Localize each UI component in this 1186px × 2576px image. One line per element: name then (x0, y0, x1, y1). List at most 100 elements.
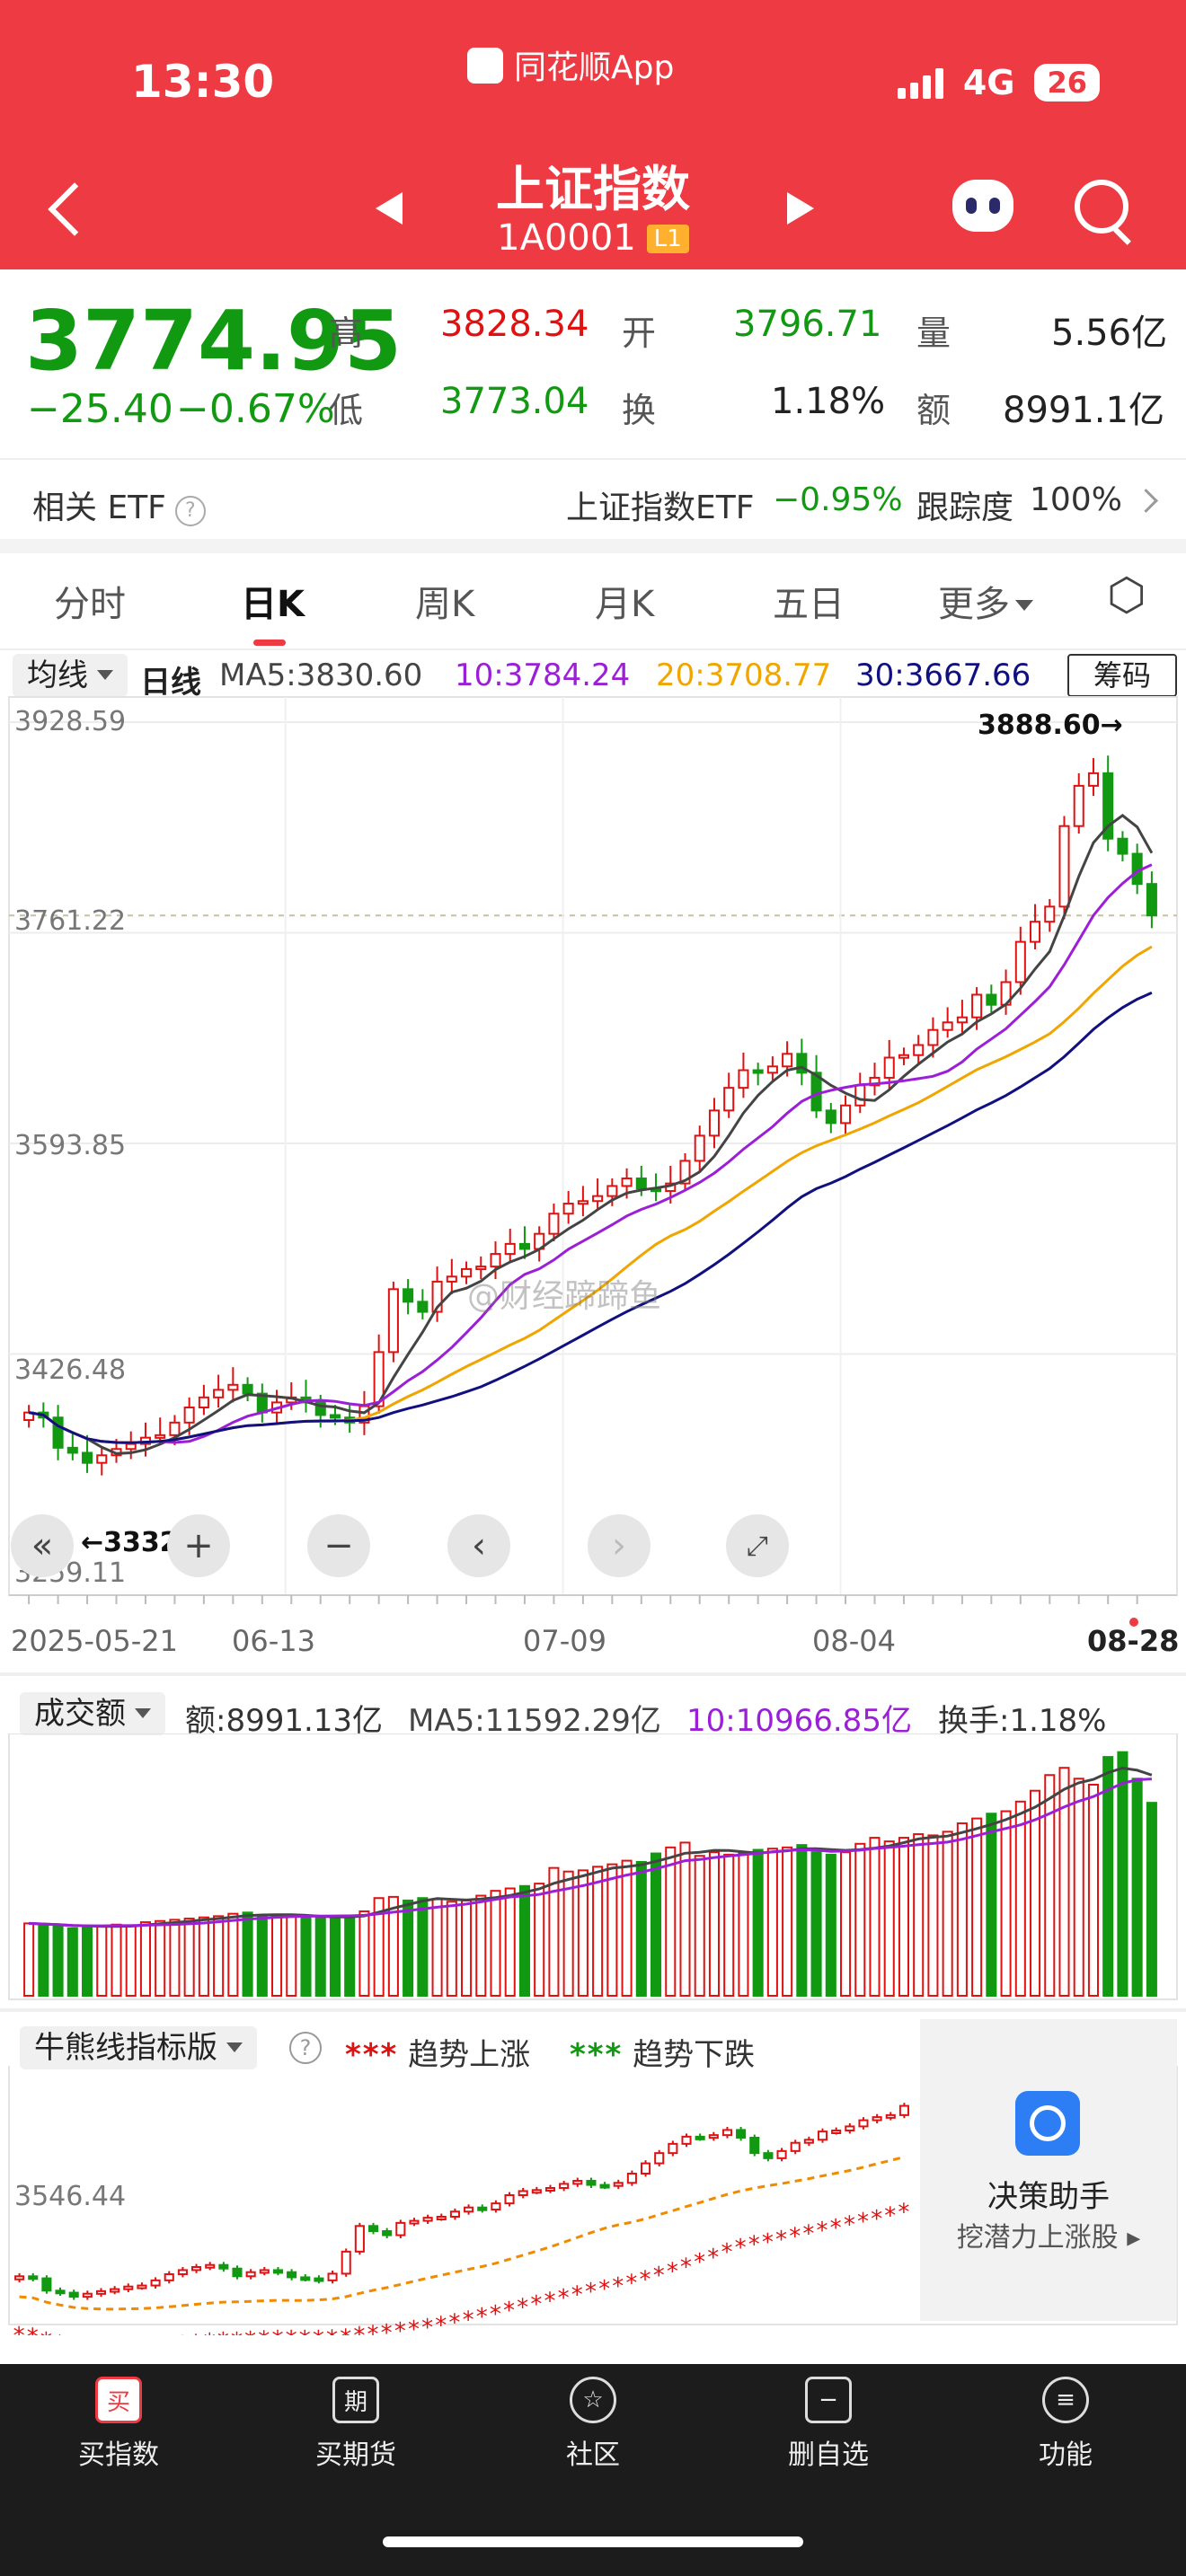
decision-assistant-card[interactable]: 决策助手 挖潜力上涨股 ▸ (920, 2019, 1177, 2321)
indicator-candle (695, 2135, 705, 2140)
volume-bar (592, 1866, 604, 1997)
kline-chart[interactable] (0, 692, 1186, 1635)
trend-up-marker: * (313, 2326, 324, 2335)
scroll-start-button[interactable]: « (11, 1514, 74, 1577)
help-icon[interactable]: ? (289, 2032, 322, 2064)
nav-buy-index[interactable]: 买 买指数 (38, 2377, 199, 2472)
indicator-candle (314, 2277, 324, 2282)
volume-bar (403, 1899, 414, 1998)
ma-selector[interactable]: 均线 (13, 654, 128, 697)
indicator-candle (395, 2221, 406, 2236)
candle-body (431, 1280, 443, 1313)
trend-up-marker: * (67, 2333, 79, 2335)
candle-body (403, 1288, 414, 1303)
trend-up-marker: * (517, 2295, 528, 2322)
zoom-in-button[interactable]: + (167, 1514, 230, 1577)
candle-body (679, 1160, 691, 1185)
tab-weekly-k[interactable]: 周K (415, 584, 475, 625)
candle-body (1014, 940, 1026, 984)
volume-selector[interactable]: 成交额 (20, 1692, 165, 1735)
candle-body (96, 1454, 108, 1464)
ma30-line (28, 991, 1153, 1444)
volume-bar (825, 1853, 836, 1997)
volume-bar (66, 1927, 78, 1997)
volume-bar (738, 1852, 749, 1997)
volume-bar (927, 1834, 939, 1998)
x-label-4: 08-04 (812, 1624, 896, 1658)
chip-distribution-button[interactable]: 筹码 (1067, 654, 1177, 697)
buy-icon: 买 (95, 2377, 142, 2423)
prev-index-icon[interactable] (376, 192, 403, 225)
status-app-label[interactable]: 同花顺App (467, 41, 674, 88)
trend-up-marker: * (353, 2323, 365, 2335)
trend-up-marker: * (217, 2328, 229, 2335)
indicator-chart[interactable]: * * * * * * * * * * * * * * * * * * * * * * * * * * * * * * * * * * * * * * * *… (0, 2066, 1186, 2335)
nav-functions[interactable]: ≡ 功能 (985, 2377, 1146, 2472)
indicator-candle (41, 2277, 52, 2292)
nav-buy-futures[interactable]: 期 买期货 (275, 2377, 437, 2472)
candle-body (708, 1109, 720, 1137)
tab-five-day[interactable]: 五日 (773, 584, 845, 625)
trend-up-marker: * (789, 2224, 801, 2251)
scroll-left-button[interactable]: ‹ (447, 1514, 510, 1577)
volume-chart[interactable] (0, 1734, 1186, 2003)
volume-bar (169, 1919, 181, 1997)
tab-monthly-k[interactable]: 月K (595, 584, 655, 625)
indicator-candle (681, 2135, 692, 2145)
indicator-selector[interactable]: 牛熊线指标版 (20, 2026, 257, 2069)
volume-bar (198, 1916, 209, 1997)
volume-bar (329, 1917, 341, 1997)
indicator-candle (790, 2141, 801, 2152)
high-value: 3828.34 (440, 304, 589, 345)
candle-body (387, 1288, 399, 1354)
trend-up-marker: * (530, 2291, 542, 2318)
fullscreen-button[interactable]: ⤢ (726, 1514, 789, 1577)
etf-change: −0.95% (773, 481, 903, 518)
open-value: 3796.71 (733, 304, 882, 345)
volume-bar (869, 1837, 881, 1998)
indicator-candle (218, 2263, 229, 2270)
nav-community[interactable]: ☆ 社区 (512, 2377, 674, 2472)
candle-body (155, 1434, 166, 1439)
trend-up-marker: * (326, 2326, 338, 2335)
etf-label: 相关 ETF? (32, 481, 206, 528)
scroll-right-button[interactable]: › (588, 1514, 651, 1577)
candle-body (577, 1200, 589, 1205)
settings-hexagon-icon[interactable]: ⬡ (1107, 569, 1146, 621)
volume-bar (387, 1895, 399, 1997)
indicator-candle (272, 2269, 283, 2274)
indicator-candle (491, 2202, 501, 2210)
trend-up-marker: * (463, 2307, 474, 2333)
y-tick-1: 3928.59 (14, 706, 127, 737)
search-icon[interactable] (1075, 180, 1128, 234)
candle-body (504, 1242, 516, 1256)
caret-down-icon (1015, 600, 1033, 611)
next-index-icon[interactable] (787, 192, 814, 225)
candle-body (956, 1016, 968, 1024)
candle-body (227, 1383, 239, 1391)
tab-more[interactable]: 更多 (938, 575, 1033, 627)
candle-body (1117, 837, 1128, 855)
volume-bar (227, 1912, 239, 1997)
candle-body (766, 1065, 778, 1074)
trend-up-marker: * (680, 2254, 692, 2280)
trend-up-marker: * (299, 2326, 311, 2335)
trend-up-marker: * (694, 2249, 705, 2276)
volume-bar (898, 1837, 909, 1998)
candle-body (927, 1028, 939, 1046)
indicator-candle (885, 2113, 896, 2119)
indicator-candle (382, 2230, 393, 2236)
trend-up-marker: * (204, 2329, 216, 2335)
candle-body (1058, 825, 1070, 908)
tab-daily-k[interactable]: 日K (241, 584, 305, 625)
trend-up-marker: * (830, 2215, 842, 2242)
etf-row[interactable]: 相关 ETF? 上证指数ETF −0.95% 跟踪度 100% (0, 462, 1186, 539)
caret-down-icon (226, 2042, 243, 2052)
zoom-out-button[interactable]: − (307, 1514, 370, 1577)
candle-body (1146, 883, 1157, 917)
tab-intraday[interactable]: 分时 (54, 584, 126, 625)
nav-remove-watchlist[interactable]: − 删自选 (748, 2377, 909, 2472)
volume-bar (446, 1901, 457, 1997)
robot-icon[interactable] (952, 180, 1013, 232)
trend-up-marker: * (408, 2316, 420, 2335)
